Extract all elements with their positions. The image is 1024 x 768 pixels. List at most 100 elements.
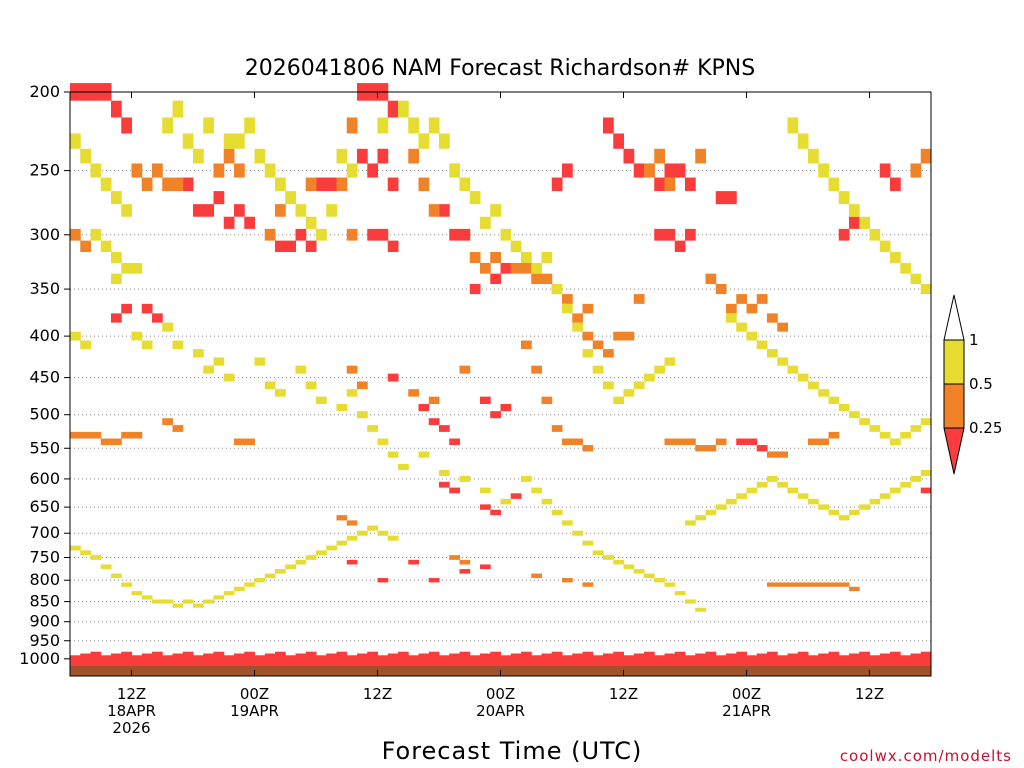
cell-red bbox=[644, 651, 655, 673]
cell-yellow bbox=[510, 240, 522, 252]
cell-yellow bbox=[70, 331, 81, 341]
cell-red bbox=[838, 228, 850, 241]
cell-yellow bbox=[859, 504, 870, 510]
cell-red bbox=[223, 216, 235, 229]
cell-yellow bbox=[582, 349, 594, 358]
cell-red bbox=[490, 509, 501, 516]
cell-yellow bbox=[244, 582, 255, 587]
cell-yellow bbox=[254, 578, 266, 583]
cell-orange bbox=[469, 251, 481, 263]
cell-red bbox=[654, 228, 665, 241]
cell-yellow bbox=[203, 365, 214, 374]
legend-label: 0.25 bbox=[969, 419, 1002, 437]
cell-yellow bbox=[890, 438, 901, 446]
cell-yellow bbox=[890, 487, 901, 494]
x-tick-label: 00Z bbox=[486, 685, 515, 703]
cell-orange bbox=[777, 451, 788, 458]
legend-cap-top bbox=[943, 294, 965, 341]
cell-orange bbox=[695, 445, 706, 452]
cell-red bbox=[705, 651, 717, 673]
cell-yellow bbox=[80, 148, 91, 164]
x-tick-label: 12Z bbox=[363, 685, 392, 703]
cell-yellow bbox=[295, 559, 307, 565]
cell-orange bbox=[828, 582, 840, 587]
cell-yellow bbox=[305, 216, 317, 229]
cell-red bbox=[193, 204, 204, 217]
cell-yellow bbox=[459, 475, 471, 482]
cell-red bbox=[367, 651, 378, 673]
cell-yellow bbox=[664, 582, 676, 587]
cell-red bbox=[654, 177, 665, 192]
cell-red bbox=[541, 653, 553, 673]
cell-red bbox=[439, 481, 450, 488]
cell-yellow bbox=[203, 599, 214, 604]
cell-red bbox=[459, 651, 471, 673]
cell-yellow bbox=[398, 463, 409, 470]
cell-orange bbox=[141, 177, 153, 192]
cell-yellow bbox=[316, 228, 327, 241]
cell-red bbox=[152, 651, 163, 673]
cell-red bbox=[459, 228, 471, 241]
cell-yellow bbox=[674, 591, 686, 596]
cell-red bbox=[603, 117, 614, 134]
cell-red bbox=[244, 651, 255, 673]
axes: 200 250 300 350 400 450 500 550 600 650 700 750 800 8… bbox=[19, 82, 932, 737]
cell-yellow bbox=[808, 381, 819, 390]
cell-red bbox=[141, 653, 153, 673]
cell-red bbox=[490, 273, 501, 285]
cell-yellow bbox=[613, 559, 624, 565]
cell-red bbox=[664, 163, 676, 178]
cell-red bbox=[920, 651, 932, 673]
x-tick-label: 00Z bbox=[732, 685, 761, 703]
cell-yellow bbox=[726, 313, 737, 323]
cell-yellow bbox=[480, 216, 491, 229]
cell-orange bbox=[531, 573, 542, 579]
cell-yellow bbox=[736, 493, 747, 499]
cell-red bbox=[203, 653, 214, 673]
y-tick-label: 750 bbox=[29, 548, 60, 567]
cell-yellow bbox=[254, 357, 266, 366]
y-tick-label: 200 bbox=[29, 82, 60, 101]
cell-red bbox=[603, 653, 614, 673]
cell-yellow bbox=[705, 509, 717, 516]
y-tick-label: 550 bbox=[29, 438, 60, 457]
x-tick-label: 2026 bbox=[112, 719, 150, 737]
cell-orange bbox=[787, 582, 799, 587]
cell-orange bbox=[346, 228, 358, 241]
cell-yellow bbox=[644, 573, 655, 579]
cell-orange bbox=[695, 148, 706, 164]
cell-orange bbox=[592, 340, 604, 350]
cell-yellow bbox=[141, 595, 153, 600]
cell-yellow bbox=[572, 530, 583, 536]
y-tick-label: 300 bbox=[29, 225, 60, 244]
y-tick-label: 1000 bbox=[19, 649, 60, 668]
cell-yellow bbox=[193, 349, 204, 358]
cell-yellow bbox=[90, 555, 102, 560]
cell-yellow bbox=[777, 357, 788, 366]
cell-yellow bbox=[521, 475, 532, 482]
cell-yellow bbox=[562, 520, 573, 526]
cell-yellow bbox=[828, 396, 840, 404]
cell-yellow bbox=[849, 411, 860, 419]
cell-yellow bbox=[398, 100, 409, 118]
cell-yellow bbox=[797, 373, 809, 382]
cell-red bbox=[367, 228, 378, 241]
cell-red bbox=[213, 191, 225, 205]
cell-orange bbox=[408, 148, 419, 164]
cell-red bbox=[674, 240, 686, 252]
cell-red bbox=[182, 651, 194, 673]
cell-orange bbox=[172, 177, 184, 192]
cell-red bbox=[70, 655, 81, 673]
cell-yellow bbox=[70, 545, 81, 551]
cell-yellow bbox=[285, 191, 296, 205]
cell-yellow bbox=[879, 240, 891, 252]
cell-orange bbox=[80, 431, 91, 439]
cell-red bbox=[346, 655, 358, 673]
cell-yellow bbox=[654, 365, 665, 374]
cell-orange bbox=[541, 396, 553, 404]
cell-yellow bbox=[818, 389, 829, 397]
cell-yellow bbox=[900, 481, 911, 488]
cell-yellow bbox=[500, 498, 512, 505]
cell-yellow bbox=[90, 228, 102, 241]
cell-red bbox=[685, 177, 696, 192]
